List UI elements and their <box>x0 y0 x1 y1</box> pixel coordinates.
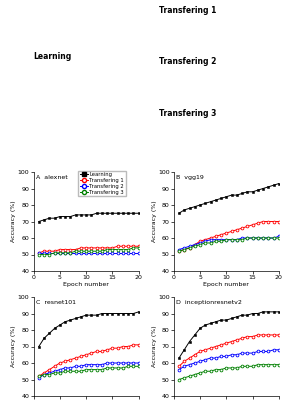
Polygon shape <box>152 80 191 92</box>
Text: Transfering 1: Transfering 1 <box>159 6 217 15</box>
X-axis label: Epoch number: Epoch number <box>63 282 109 286</box>
Y-axis label: Accuracy (%): Accuracy (%) <box>152 201 157 242</box>
Polygon shape <box>212 25 248 45</box>
Y-axis label: Accuracy (%): Accuracy (%) <box>152 326 157 367</box>
X-axis label: Epoch number: Epoch number <box>203 282 249 286</box>
Text: Transfering 3: Transfering 3 <box>159 108 217 118</box>
Text: Transfering 2: Transfering 2 <box>159 57 217 66</box>
Polygon shape <box>209 130 251 146</box>
Text: D  inceptionresnetv2: D inceptionresnetv2 <box>176 300 242 305</box>
Text: C  resnet101: C resnet101 <box>36 300 76 305</box>
Legend: Learning, Transfering 1, Transfering 2, Transfering 3: Learning, Transfering 1, Transfering 2, … <box>78 170 126 196</box>
Text: A  alexnet: A alexnet <box>36 175 67 180</box>
Y-axis label: Accuracy (%): Accuracy (%) <box>11 326 16 367</box>
Text: B  vgg19: B vgg19 <box>176 175 204 180</box>
Y-axis label: Accuracy (%): Accuracy (%) <box>11 201 16 242</box>
Polygon shape <box>76 74 101 92</box>
Bar <box>155 132 188 143</box>
Polygon shape <box>208 79 251 94</box>
Polygon shape <box>13 72 44 94</box>
Bar <box>153 29 190 41</box>
Text: Learning: Learning <box>33 52 71 61</box>
